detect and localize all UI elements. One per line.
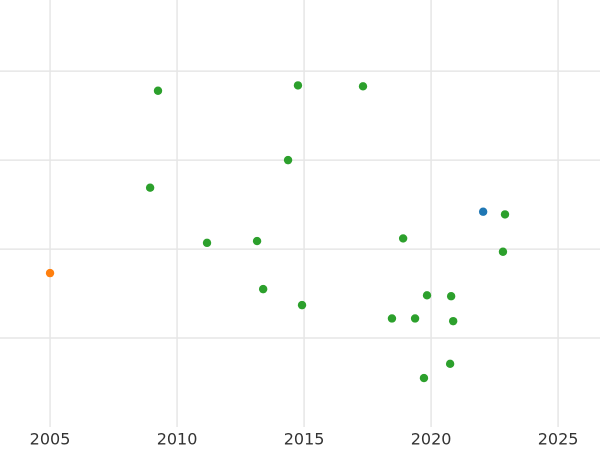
x-tick-label: 2005 [30, 430, 71, 449]
point [445, 359, 455, 369]
point [252, 236, 262, 246]
point [153, 86, 163, 95]
point [448, 316, 458, 326]
point [387, 314, 397, 323]
point [293, 81, 303, 90]
point [202, 238, 212, 248]
point [422, 291, 432, 300]
point [478, 207, 488, 216]
x-tick-label: 2015 [284, 430, 325, 449]
point [446, 292, 456, 301]
point [358, 82, 368, 91]
point [419, 373, 429, 383]
x-tick-label: 2025 [538, 430, 579, 449]
point [410, 314, 420, 323]
point [500, 210, 510, 219]
point [45, 268, 55, 278]
x-tick-label: 2020 [411, 430, 452, 449]
point [498, 247, 508, 256]
x-tick-label: 2010 [157, 430, 198, 449]
point [297, 300, 307, 310]
point [258, 284, 268, 294]
point [145, 183, 155, 192]
point [283, 155, 293, 165]
point [398, 234, 408, 243]
